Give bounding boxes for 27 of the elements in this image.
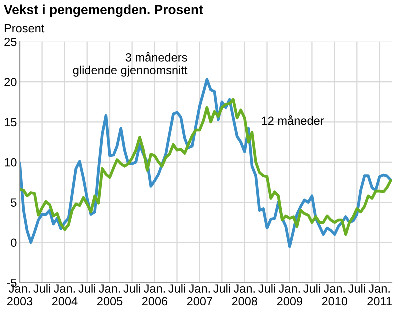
y-tick-label: 0 xyxy=(11,238,17,248)
y-tick-label: 10 xyxy=(4,158,17,167)
x-tick-label: Jan. 2006 xyxy=(142,284,168,306)
y-tick-label: 15 xyxy=(4,118,17,127)
x-tick-label: Juli xyxy=(304,284,320,293)
x-tick-label: Jan. 2010 xyxy=(322,284,348,306)
x-tick-label: Jan. 2007 xyxy=(187,284,212,306)
y-axis-title: Prosent xyxy=(4,24,45,33)
x-tick-label: Jan. 2008 xyxy=(232,284,258,306)
x-tick-label: Juli xyxy=(34,284,50,293)
x-tick-label: Juli xyxy=(348,284,366,293)
x-tick-label: Juli xyxy=(214,284,230,293)
x-tick-label: Juli xyxy=(258,284,276,293)
x-tick-label: Jan. 2005 xyxy=(97,284,123,306)
chart-title: Vekst i pengemengden. Prosent xyxy=(4,4,204,18)
series-label: 3 måneders glidende gjennomsnitt xyxy=(73,52,188,77)
y-tick-label: 5 xyxy=(11,198,17,207)
x-tick-label: Jan. 2004 xyxy=(52,284,78,306)
line-series xyxy=(20,98,392,236)
y-tick-label: 20 xyxy=(4,78,17,86)
series-label: 12 måneder xyxy=(262,116,324,126)
x-tick-label: Juli xyxy=(78,284,96,293)
x-tick-label: Jan. 2011 xyxy=(368,284,392,306)
x-tick-label: Juli xyxy=(168,284,186,293)
x-tick-label: Juli xyxy=(124,284,140,293)
x-tick-label: Jan. 2009 xyxy=(277,284,302,306)
y-tick-label: 25 xyxy=(4,38,17,46)
